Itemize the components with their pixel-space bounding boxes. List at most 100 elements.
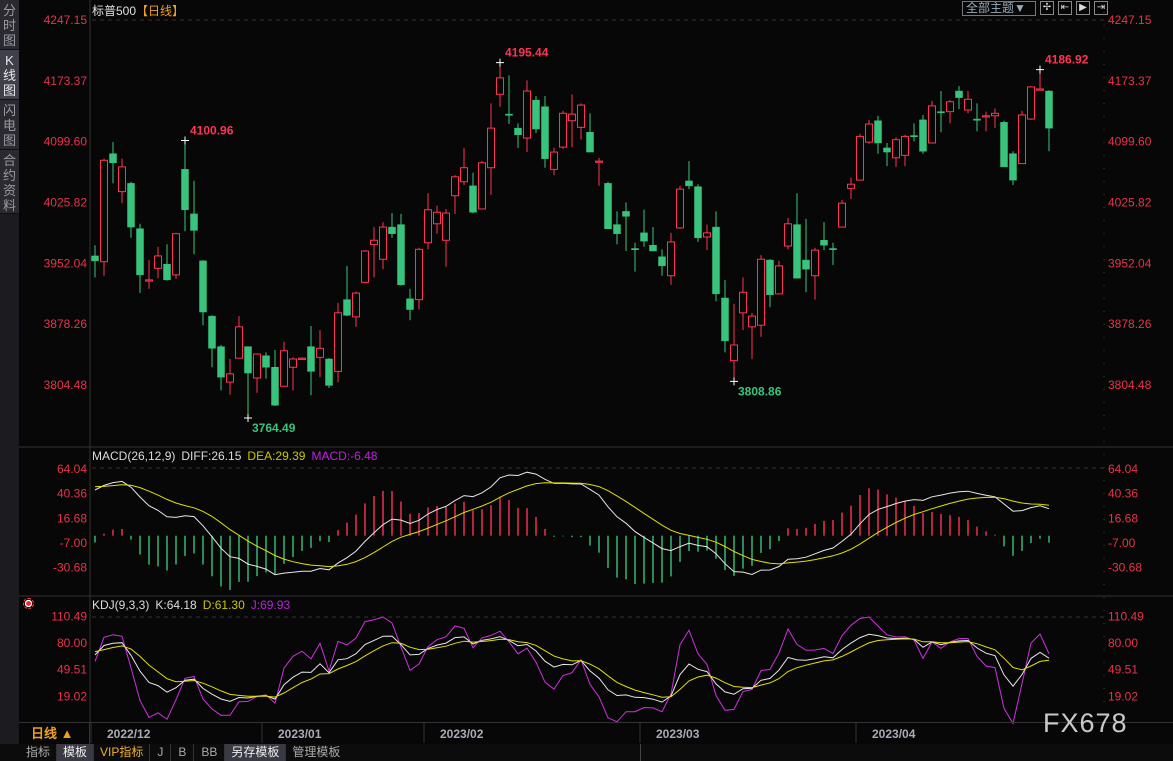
candle-up	[775, 265, 783, 295]
candle-down	[532, 99, 540, 130]
candle-down	[136, 228, 144, 276]
kdj-tick-label-left: 80.00	[57, 636, 87, 650]
macd-tick-label-left: 64.04	[57, 462, 87, 476]
crosshair-icon[interactable]: ✢	[1040, 1, 1054, 15]
price-tick-label-left: 3878.26	[44, 317, 88, 331]
tab-contract-info[interactable]: 合约资料	[0, 150, 19, 214]
move-to-end-icon[interactable]: ⇥	[1094, 1, 1108, 15]
tab-vip-indicators[interactable]: VIP指标	[94, 744, 151, 761]
candle-up	[991, 112, 999, 117]
candle-down	[217, 346, 225, 378]
chart-title: 标普500【日线】	[92, 2, 184, 19]
candle-up	[703, 232, 711, 238]
candle-up	[280, 350, 288, 387]
play-forward-icon[interactable]: ▶	[1076, 1, 1090, 15]
macd-header: MACD(26,12,9) DIFF:26.15 DEA:29.39 MACD:-6.…	[92, 449, 383, 463]
candle-up	[748, 315, 756, 328]
tab-templates[interactable]: 模板	[57, 744, 95, 761]
candle-up	[289, 358, 297, 368]
macd-tick-label-right: -7.00	[1108, 536, 1136, 550]
candle-up	[316, 347, 324, 358]
candle-up	[370, 239, 378, 245]
candle-up	[811, 249, 819, 277]
low-price-label: 3764.49	[252, 421, 296, 435]
high-price-label: 4195.44	[505, 46, 549, 60]
candle-up	[928, 105, 936, 144]
extreme-marker	[181, 136, 189, 145]
candle-up	[676, 188, 684, 229]
candle-down	[793, 224, 801, 279]
candle-down	[1045, 90, 1053, 129]
candle-up	[559, 112, 567, 148]
price-tick-label-left: 4099.60	[44, 135, 88, 149]
zoom-in-range-icon[interactable]: ⇤	[1058, 1, 1072, 15]
price-tick-label-left: 3804.48	[44, 378, 88, 392]
dea-value: DEA:29.39	[247, 449, 306, 463]
tab-bb[interactable]: BB	[194, 744, 226, 761]
candle-up	[964, 98, 972, 111]
theme-dropdown[interactable]: 全部主题▼	[962, 1, 1036, 16]
manage-templates-button[interactable]: 管理模板	[286, 744, 642, 761]
high-price-label: 4100.96	[190, 124, 234, 138]
candle-up	[523, 90, 531, 139]
candle-up	[433, 211, 441, 225]
macd-value: MACD:-6.48	[311, 449, 378, 463]
candle-down	[307, 346, 315, 372]
candle-down	[109, 153, 117, 164]
candle-up	[730, 344, 738, 362]
candle-up	[352, 292, 360, 318]
period-selector[interactable]: 日线 ▲	[19, 723, 90, 745]
candle-up	[667, 241, 675, 277]
candle-down	[820, 240, 828, 246]
tab-intraday[interactable]: 分时图	[0, 0, 19, 50]
extreme-marker	[496, 58, 504, 67]
price-tick-label-right: 4173.37	[1108, 74, 1152, 88]
candle-up	[838, 202, 846, 228]
candle-up	[253, 353, 261, 379]
diff-line	[94, 471, 1050, 576]
price-tick-label-right: 4247.15	[1108, 13, 1152, 27]
tab-flash-chart[interactable]: 闪电图	[0, 100, 19, 150]
candle-up	[424, 209, 432, 244]
date-label: 2023/02	[440, 727, 484, 741]
macd-tick-label-left: 40.36	[57, 487, 87, 501]
candle-up	[856, 135, 864, 181]
tab-kline[interactable]: K线图	[0, 50, 19, 100]
candle-down	[919, 119, 927, 152]
chart-toolbar: 全部主题▼ ✢ ⇤ ▶ ⇥	[962, 1, 1108, 16]
k-value: K:64.18	[155, 598, 197, 612]
tab-indicators[interactable]: 指标	[20, 744, 58, 761]
candle-up	[595, 160, 603, 163]
tab-b[interactable]: B	[171, 744, 195, 761]
kdj-tick-label-right: 49.51	[1108, 663, 1138, 677]
candle-up	[145, 279, 153, 282]
tab-j[interactable]: J	[150, 744, 172, 761]
watermark-logo: FX678	[1043, 708, 1128, 738]
candle-up	[496, 77, 504, 95]
candle-down	[712, 226, 720, 295]
candle-down	[505, 113, 513, 116]
high-price-label: 4186.92	[1045, 53, 1089, 67]
candle-up	[892, 139, 900, 159]
candle-down	[631, 248, 639, 250]
candle-down	[406, 298, 414, 310]
date-label: 2022/12	[107, 727, 151, 741]
candle-down	[937, 111, 945, 114]
kdj-tick-label-right: 110.49	[1108, 609, 1144, 623]
candle-up	[1018, 114, 1026, 165]
kdj-header: KDJ(9,3,3) K:64.18 D:61.30 J:69.93	[92, 598, 296, 612]
indicator-settings-icon[interactable]	[23, 598, 34, 609]
candle-down	[388, 226, 396, 234]
candle-down	[973, 118, 981, 121]
d-value: D:61.30	[202, 598, 245, 612]
candle-up	[226, 373, 234, 383]
kdj-name: KDJ(9,3,3)	[92, 598, 150, 612]
candle-up	[784, 223, 792, 247]
candle-down	[910, 135, 918, 138]
macd-tick-label-right: 40.36	[1108, 487, 1138, 501]
candle-up	[1027, 86, 1035, 120]
candle-up	[577, 104, 585, 128]
save-template-button[interactable]: 另存模板	[225, 744, 287, 761]
candle-down	[91, 255, 99, 262]
